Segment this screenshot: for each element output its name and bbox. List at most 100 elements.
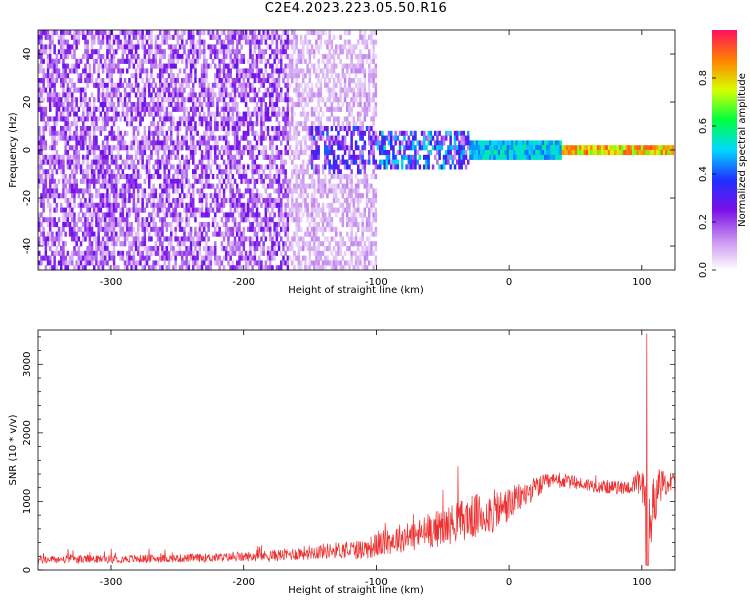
spectrogram-cell [183, 44, 186, 50]
spectrogram-cell [130, 140, 133, 146]
spectrogram-cell [284, 212, 287, 218]
spectrogram-cell [84, 102, 87, 108]
spectrogram-cell [269, 154, 272, 160]
spectrogram-cell [207, 255, 210, 261]
spectrogram-cell [106, 202, 109, 208]
spectrogram-cell [44, 174, 48, 180]
spectrogram-cell [244, 87, 248, 93]
spectrogram-cell [167, 183, 171, 189]
spectrogram-cell [90, 150, 94, 156]
spectrogram-cell [214, 226, 217, 232]
spectrogram-cell [148, 30, 151, 36]
spectrogram-cell [227, 102, 230, 108]
spectrogram-cell [108, 222, 111, 228]
spectrogram-cell [90, 260, 94, 266]
spectrogram-cell [117, 169, 120, 175]
spectrogram-cell [315, 140, 318, 146]
spectrogram-cell [145, 154, 149, 160]
spectrogram-cell [390, 130, 393, 136]
spectrogram-cell [280, 159, 283, 165]
spectrogram-cell [141, 241, 144, 247]
spectrogram-cell [108, 169, 111, 175]
spectrogram-cell [262, 217, 265, 223]
spectrogram-cell [275, 250, 279, 256]
spectrogram-cell [121, 231, 125, 237]
spectrogram-cell [139, 150, 142, 156]
spectrogram-cell [121, 217, 125, 223]
spectrogram-cell [343, 30, 347, 36]
spectrogram-cell [233, 154, 237, 160]
spectrogram-cell [126, 102, 129, 108]
spectrogram-cell [288, 54, 292, 60]
spectrogram-cell [209, 54, 213, 60]
spectrogram-cell [75, 178, 78, 184]
spectrogram-cell [343, 116, 347, 122]
spectrogram-cell [139, 34, 142, 40]
spectrogram-cell [339, 250, 342, 256]
spectrogram-cell [291, 121, 294, 127]
spectrogram-cell [374, 140, 378, 146]
spectrogram-cell [317, 130, 320, 136]
spectrogram-cell [159, 217, 162, 223]
spectrogram-cell [280, 49, 283, 55]
spectrogram-cell [189, 44, 193, 50]
spectrogram-cell [84, 222, 87, 228]
spectrogram-cell [183, 193, 186, 199]
spectrogram-cell [104, 116, 107, 122]
spectrogram-cell [220, 44, 224, 50]
spectrogram-cell [154, 82, 158, 88]
spectrogram-cell [317, 49, 320, 55]
spectrogram-cell [161, 255, 164, 261]
spectrogram-cell [247, 68, 250, 74]
spectrogram-cell [255, 121, 259, 127]
spectrogram-cell [71, 68, 74, 74]
spectrogram-cell [275, 130, 279, 136]
spectrogram-cell [198, 39, 202, 45]
spectrogram-cell [104, 226, 107, 232]
spectrogram-cell [288, 73, 292, 79]
spectrogram-cell [119, 145, 122, 151]
spectrogram-cell [115, 34, 118, 40]
spectrogram-cell [82, 222, 85, 228]
spectrogram-cell [161, 265, 164, 271]
spectrogram-cell [132, 34, 136, 40]
spectrogram-cell [110, 106, 114, 112]
spectrogram-cell [238, 150, 241, 156]
spectrogram-cell [64, 198, 67, 204]
spectrogram-cell [368, 207, 371, 213]
spectrogram-cell [181, 102, 184, 108]
spectrogram-cell [187, 246, 191, 252]
spectrogram-cell [86, 250, 89, 256]
spectrogram-cell [203, 116, 206, 122]
spectrogram-cell [343, 250, 347, 256]
spectrogram-cell [227, 236, 230, 242]
spectrogram-cell [115, 183, 118, 189]
spectrogram-cell [104, 183, 107, 189]
spectrogram-cell [62, 116, 65, 122]
spectrogram-cell [128, 198, 131, 204]
spectrogram-cell [209, 154, 213, 160]
spectrogram-cell [49, 183, 52, 189]
spectrogram-cell [121, 255, 125, 261]
spectrogram-cell [222, 78, 226, 84]
spectrogram-cell [242, 54, 246, 60]
spectrogram-cell [216, 193, 219, 199]
spectrogram-cell [51, 78, 54, 84]
spectrogram-cell [90, 78, 94, 84]
spectrogram-cell [38, 130, 41, 136]
spectrogram-cell [339, 82, 342, 88]
spectrogram-cell [62, 92, 65, 98]
spectrogram-cell [205, 78, 208, 84]
spectrogram-cell [332, 78, 336, 84]
spectrogram-cell [266, 58, 270, 64]
spectrogram-cell [55, 222, 59, 228]
spectrogram-cell [330, 174, 334, 180]
spectrogram-cell [207, 87, 210, 93]
spectrogram-cell [348, 236, 351, 242]
spectrogram-cell [297, 87, 301, 93]
spectrogram-cell [328, 202, 331, 208]
spectrogram-cell [77, 212, 81, 218]
spectrogram-cell [363, 140, 367, 146]
spectrogram-cell [77, 260, 81, 266]
spectrogram-cell [225, 198, 228, 204]
